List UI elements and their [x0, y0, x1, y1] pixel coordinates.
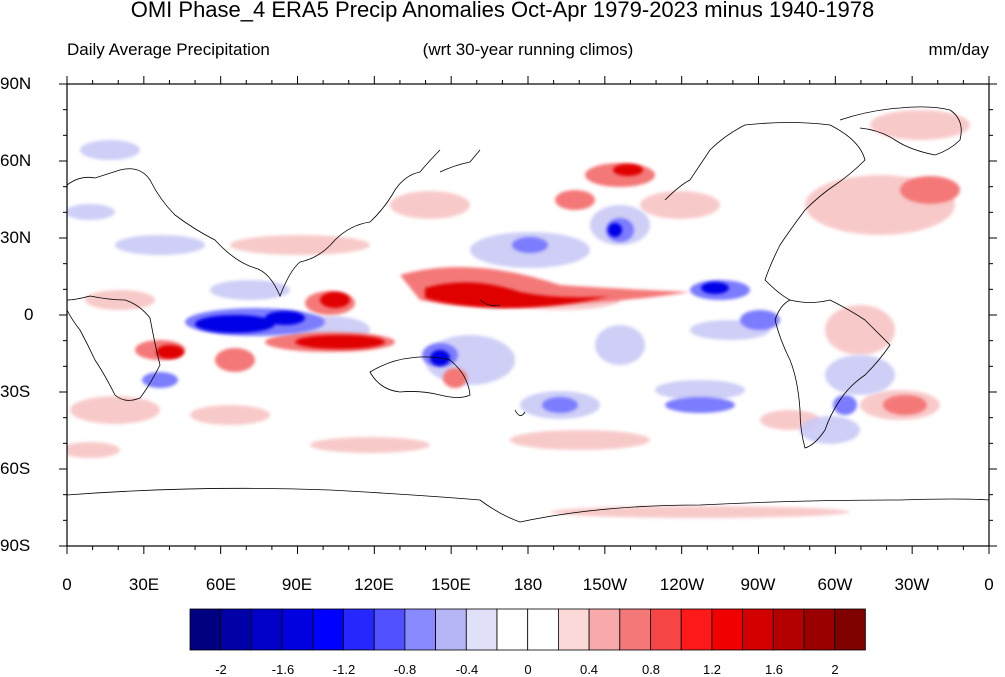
- subtitle-left: Daily Average Precipitation: [67, 40, 270, 59]
- lat-label-30n: 30N: [0, 228, 32, 247]
- colorbar-swatch: [558, 608, 590, 651]
- colorbar-swatch: [189, 608, 222, 651]
- colorbar-swatch: [496, 608, 529, 651]
- colorbar-swatch: [465, 608, 498, 651]
- lon-label-120w: 120W: [659, 575, 705, 594]
- colorbar-swatch: [435, 608, 467, 651]
- colorbar-swatch: [680, 608, 713, 651]
- lon-label-60w: 60W: [817, 575, 853, 594]
- lon-label-150e: 150E: [431, 575, 471, 594]
- colorbar-swatch: [834, 608, 866, 651]
- lon-label-60e: 60E: [205, 575, 237, 594]
- colorbar-swatch: [772, 608, 805, 651]
- subtitle-units: mm/day: [928, 40, 989, 59]
- colorbar-swatch: [343, 608, 375, 651]
- lat-label-30s: 30S: [0, 382, 31, 401]
- axis-ticks: [59, 76, 997, 554]
- colorbar-swatch: [250, 608, 283, 651]
- colorbar-swatch: [803, 608, 836, 651]
- colorbar-swatch: [281, 608, 314, 651]
- colorbar-swatch: [373, 608, 406, 651]
- lon-label-120e: 120E: [354, 575, 394, 594]
- lon-label-90e: 90E: [281, 575, 313, 594]
- colorbar-swatch: [220, 608, 252, 651]
- lon-label-0-east: 0: [984, 575, 994, 594]
- colorbar-label: 1.2: [702, 662, 722, 677]
- colorbar-label: 1.6: [764, 662, 784, 677]
- colorbar-swatch: [404, 608, 436, 651]
- colorbar-swatch: [742, 608, 774, 651]
- lon-label-0: 0: [62, 575, 72, 594]
- colorbar-label: -0.8: [393, 662, 417, 677]
- lat-label-60n: 60N: [0, 151, 32, 170]
- colorbar-label: 0.4: [579, 662, 599, 677]
- lon-label-30e: 30E: [128, 575, 160, 594]
- lon-label-30w: 30W: [894, 575, 930, 594]
- colorbar-label: -1.6: [271, 662, 295, 677]
- colorbar-swatch: [527, 608, 559, 651]
- colorbar-label: 0: [524, 662, 532, 677]
- colorbar-label: -1.2: [332, 662, 356, 677]
- plot-title: OMI Phase_4 ERA5 Precip Anomalies Oct-Ap…: [130, 0, 875, 22]
- lon-label-180: 180: [513, 575, 543, 594]
- lat-label-eq: 0: [24, 305, 34, 324]
- lon-label-90w: 90W: [740, 575, 776, 594]
- colorbar-swatch: [650, 608, 682, 651]
- lon-label-150w: 150W: [582, 575, 628, 594]
- lat-label-90s: 90S: [0, 536, 31, 555]
- colorbar-swatch: [711, 608, 744, 651]
- lat-label-90n: 90N: [0, 74, 32, 93]
- anomaly-field: [67, 110, 970, 518]
- lat-label-60s: 60S: [0, 459, 31, 478]
- colorbar-label: 0.8: [641, 662, 661, 677]
- colorbar-label: 2: [831, 662, 839, 677]
- colorbar-label: -0.4: [455, 662, 479, 677]
- colorbar-swatch: [312, 608, 344, 651]
- colorbar-swatch: [588, 608, 621, 651]
- coastlines: [67, 106, 989, 523]
- colorbar-label: -2: [215, 662, 227, 677]
- colorbar-swatch: [619, 608, 651, 651]
- subtitle-center: (wrt 30-year running climos): [422, 40, 634, 59]
